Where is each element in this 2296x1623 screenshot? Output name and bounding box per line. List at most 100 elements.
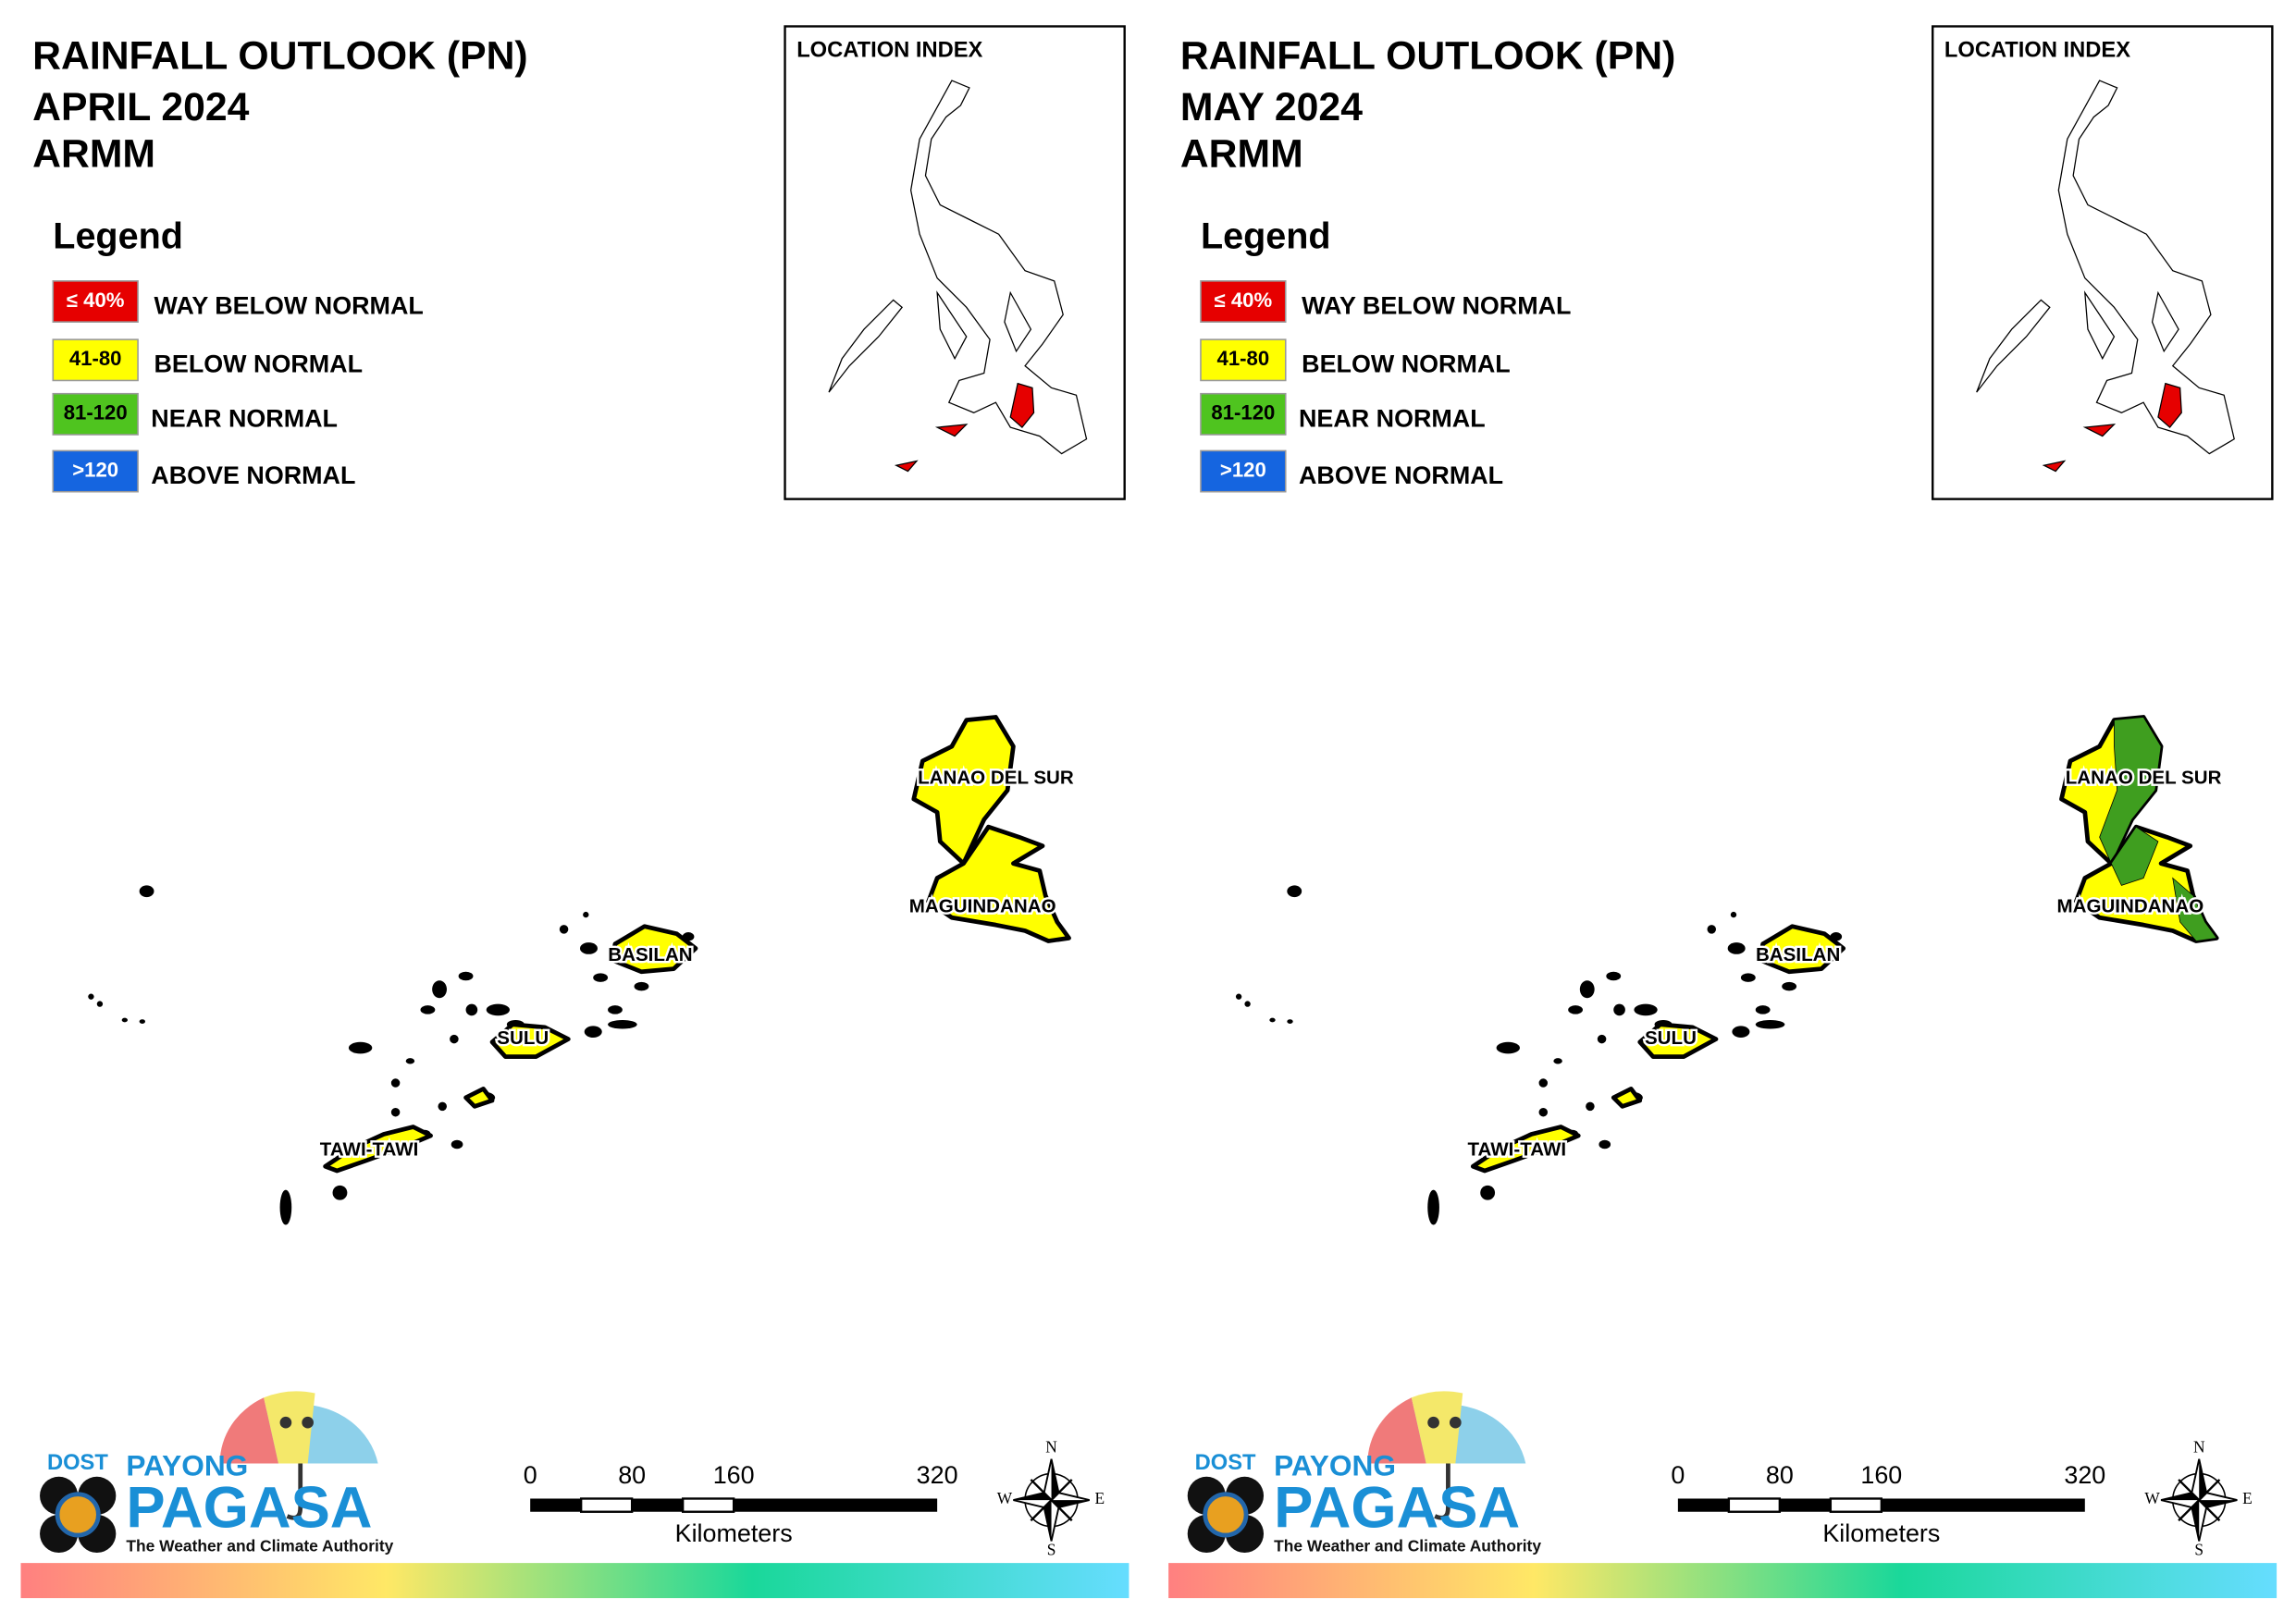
- legend-swatch: [52, 449, 139, 493]
- province-label: LANAO DEL SUR: [918, 767, 1074, 788]
- island: [634, 981, 649, 991]
- legend-label: ABOVE NORMAL: [151, 461, 355, 489]
- scale-segment: [734, 1498, 938, 1512]
- island: [1597, 1034, 1607, 1044]
- island: [279, 1189, 292, 1225]
- scale-segment: [1829, 1497, 1883, 1513]
- compass-rose: N E S W: [2144, 1438, 2252, 1559]
- island: [451, 1139, 463, 1150]
- island: [593, 973, 609, 982]
- island: [1727, 942, 1746, 954]
- legend-swatch: [52, 280, 139, 323]
- legend-title: Legend: [53, 215, 183, 256]
- province-label: BASILAN: [1756, 944, 1840, 965]
- province-sub-area: [2099, 717, 2162, 865]
- island: [420, 1005, 436, 1014]
- island: [1732, 1026, 1750, 1038]
- umbrella-yellow: [264, 1391, 315, 1464]
- island: [559, 925, 569, 934]
- island: [139, 1019, 145, 1024]
- province: [926, 824, 1071, 943]
- logo-dost: DOST: [47, 1451, 108, 1475]
- island: [1707, 925, 1717, 934]
- island: [348, 1041, 373, 1054]
- scale-segment: [681, 1497, 735, 1513]
- color-band: [1168, 1563, 2277, 1599]
- island: [1538, 1078, 1549, 1088]
- compass-n: N: [1045, 1438, 1057, 1457]
- location-index-title: LOCATION INDEX: [796, 39, 982, 63]
- map-title-line: ARMM: [1180, 132, 1303, 177]
- island: [1568, 1005, 1584, 1014]
- compass-diagonals: [2178, 1479, 2221, 1522]
- island: [88, 993, 94, 1000]
- logo-tagline: The Weather and Climate Authority: [1274, 1536, 1541, 1555]
- island: [1613, 1003, 1625, 1016]
- island: [432, 980, 447, 999]
- island: [1579, 980, 1595, 999]
- philippines-outline: [1976, 80, 2235, 455]
- legend-label: WAY BELOW NORMAL: [1302, 291, 1571, 319]
- scale-tick-label: 160: [1860, 1461, 1902, 1489]
- scale-tick-label: 80: [1766, 1461, 1794, 1489]
- umbrella-red: [1367, 1397, 1426, 1464]
- scale-tick-label: 320: [2064, 1461, 2105, 1489]
- island: [486, 1003, 511, 1016]
- island: [332, 1185, 348, 1200]
- island: [583, 911, 589, 918]
- legend-title: Legend: [1201, 215, 1331, 256]
- island: [1782, 981, 1797, 991]
- color-band: [20, 1563, 1129, 1599]
- island: [1740, 973, 1756, 982]
- province-label: MAGUINDANAO: [909, 896, 1056, 917]
- scale-segment: [1727, 1497, 1782, 1513]
- map-title-line: APRIL 2024: [32, 85, 250, 129]
- compass-s: S: [2194, 1540, 2203, 1558]
- island: [579, 942, 598, 954]
- legend-label: NEAR NORMAL: [151, 404, 338, 432]
- island: [584, 1026, 602, 1038]
- island: [1480, 1185, 1496, 1200]
- island: [1606, 971, 1622, 981]
- scale-tick-label: 320: [917, 1461, 958, 1489]
- province: [1470, 1125, 1581, 1174]
- province-label: LANAO DEL SUR: [2066, 767, 2222, 788]
- umbrella-handle: [1434, 1463, 1450, 1520]
- island: [1553, 1058, 1562, 1064]
- island: [1730, 911, 1737, 918]
- philippines-outline: [828, 80, 1088, 455]
- scale-segment: [1779, 1498, 1831, 1512]
- map-title-line: ARMM: [32, 132, 155, 177]
- province-sub-area: [2110, 826, 2217, 941]
- scale-unit: Kilometers: [1822, 1519, 1940, 1547]
- legend-swatch: [1200, 392, 1287, 436]
- island: [1287, 1019, 1293, 1024]
- scale-segment: [632, 1498, 684, 1512]
- umbrella-yellow: [1411, 1391, 1463, 1464]
- province-label: MAGUINDANAO: [2056, 896, 2203, 917]
- island: [608, 1020, 637, 1029]
- scale-tick-label: 0: [1671, 1461, 1685, 1489]
- logo-payong: PAYONG: [1274, 1449, 1396, 1482]
- map-title-line: RAINFALL OUTLOOK (PN): [1180, 34, 1676, 79]
- island: [1755, 1020, 1785, 1029]
- island: [121, 1017, 128, 1023]
- province: [323, 1125, 433, 1174]
- legend-swatch-label: 41-80: [69, 347, 122, 370]
- compass-e: E: [1094, 1489, 1105, 1507]
- compass-star-shade: [1013, 1458, 1090, 1542]
- province: [1611, 1022, 1719, 1109]
- scale-tick-label: 160: [713, 1461, 755, 1489]
- scale-segment: [530, 1498, 582, 1512]
- legend-swatch-label: ≤ 40%: [67, 289, 125, 312]
- logo-face-eye: [1449, 1416, 1462, 1429]
- umbrella-handle: [286, 1463, 303, 1520]
- province: [911, 715, 1016, 867]
- island: [1269, 1017, 1276, 1023]
- island: [438, 1101, 447, 1112]
